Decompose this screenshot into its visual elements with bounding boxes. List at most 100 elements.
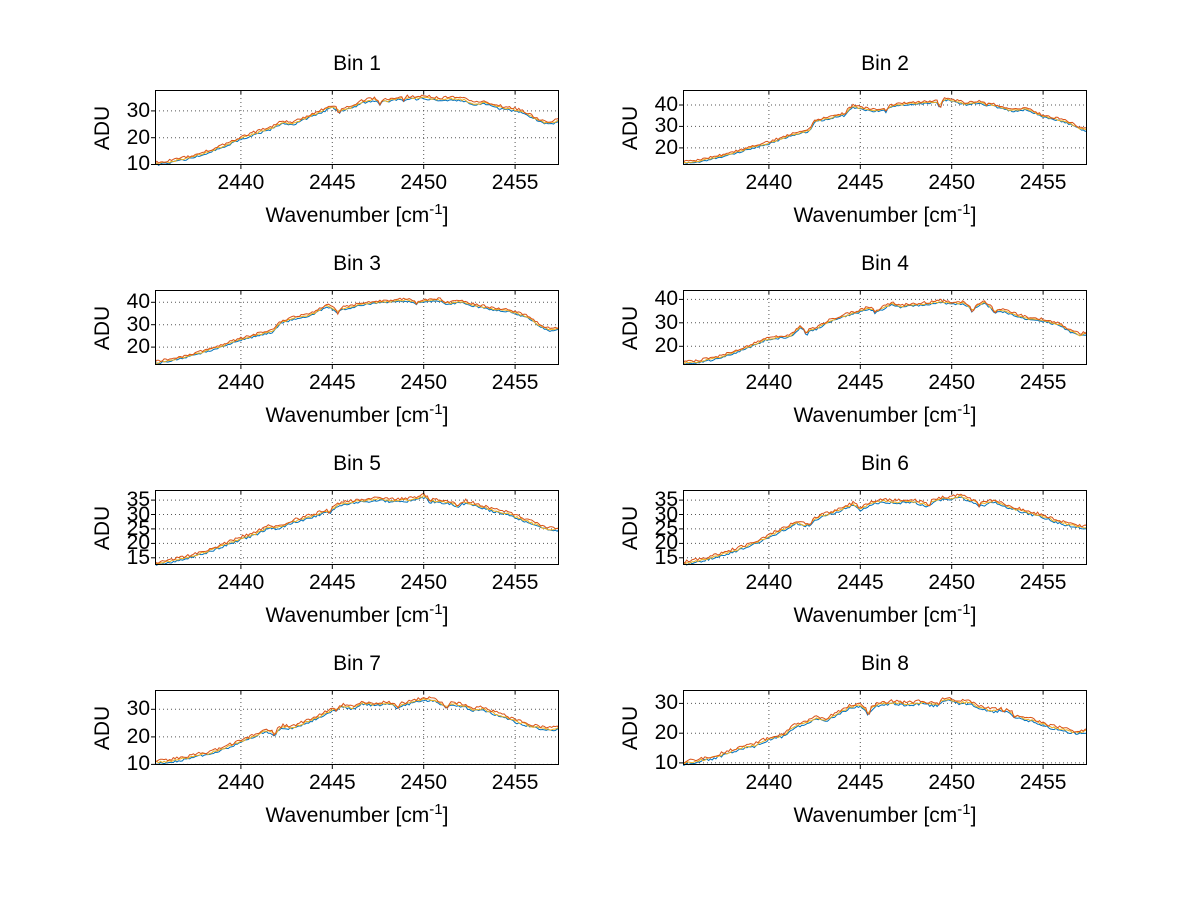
x-axis-label-text: Wavenumber [cm bbox=[793, 204, 958, 227]
subplot-title: Bin 1 bbox=[333, 52, 381, 75]
x-tick-label: 2445 bbox=[308, 571, 356, 594]
x-axis-label: Wavenumber [cm-1] bbox=[155, 601, 559, 631]
series-yellow bbox=[155, 698, 559, 764]
y-tick-label: 40 bbox=[654, 287, 678, 311]
y-axis-label: ADU bbox=[91, 305, 114, 350]
subplot-title: Bin 6 bbox=[861, 452, 909, 475]
plot-area bbox=[151, 690, 559, 769]
plot-area bbox=[679, 690, 1087, 769]
y-tick-label: 30 bbox=[654, 691, 678, 715]
series-yellow bbox=[683, 698, 1087, 765]
x-tick-label: 2450 bbox=[400, 771, 448, 794]
y-tick-label: 30 bbox=[654, 310, 678, 334]
y-tick-label: 20 bbox=[654, 135, 678, 159]
x-tick-label: 2450 bbox=[928, 371, 976, 394]
x-axis-label-suffix: ] bbox=[970, 804, 977, 827]
subplot-title: Bin 3 bbox=[333, 252, 381, 275]
series-orange bbox=[155, 297, 559, 363]
x-tick-label: 2450 bbox=[928, 171, 976, 194]
x-tick-label: 2455 bbox=[1019, 771, 1067, 794]
y-tick-label: 20 bbox=[654, 531, 678, 555]
y-tick-label: 25 bbox=[654, 516, 678, 540]
y-tick-label: 30 bbox=[654, 114, 678, 138]
x-axis-label-suffix: ] bbox=[970, 204, 977, 227]
series-orange bbox=[155, 94, 559, 164]
x-tick-label: 2445 bbox=[836, 771, 884, 794]
y-tick-label: 40 bbox=[654, 93, 678, 116]
x-axis-label-text: Wavenumber [cm bbox=[265, 804, 430, 827]
x-axis-label: Wavenumber [cm-1] bbox=[683, 401, 1087, 431]
y-tick-label: 30 bbox=[126, 697, 150, 721]
series-orange bbox=[683, 696, 1087, 763]
x-axis-label-text: Wavenumber [cm bbox=[265, 604, 430, 627]
y-axis-label: ADU bbox=[619, 305, 642, 350]
series-yellow bbox=[155, 96, 559, 166]
subplot-title: Bin 5 bbox=[333, 452, 381, 475]
series-orange bbox=[683, 97, 1087, 163]
y-tick-label: 10 bbox=[126, 152, 150, 176]
x-axis-label-text: Wavenumber [cm bbox=[265, 404, 430, 427]
x-tick-label: 2455 bbox=[1019, 171, 1067, 194]
x-axis-label-text: Wavenumber [cm bbox=[265, 204, 430, 227]
series-blue bbox=[155, 496, 559, 566]
x-axis-label-superscript: -1 bbox=[429, 201, 443, 218]
y-tick-label: 30 bbox=[654, 502, 678, 526]
y-tick-label: 40 bbox=[126, 290, 150, 314]
x-axis-label-superscript: -1 bbox=[957, 201, 971, 218]
series-yellow bbox=[155, 494, 559, 565]
y-axis-label: ADU bbox=[619, 105, 642, 150]
x-tick-label: 2450 bbox=[928, 771, 976, 794]
x-axis-label-suffix: ] bbox=[442, 404, 449, 427]
y-tick-label: 35 bbox=[126, 488, 150, 512]
x-axis-label: Wavenumber [cm-1] bbox=[683, 201, 1087, 231]
x-tick-label: 2450 bbox=[400, 571, 448, 594]
x-axis-label: Wavenumber [cm-1] bbox=[683, 801, 1087, 831]
axes-box bbox=[683, 90, 1087, 165]
x-tick-label: 2445 bbox=[836, 171, 884, 194]
x-axis-label: Wavenumber [cm-1] bbox=[155, 401, 559, 431]
y-tick-label: 20 bbox=[126, 125, 150, 149]
y-tick-label: 35 bbox=[654, 488, 678, 512]
series-yellow bbox=[683, 98, 1087, 164]
x-tick-label: 2440 bbox=[217, 371, 265, 394]
x-axis-label-suffix: ] bbox=[442, 604, 449, 627]
series-yellow bbox=[155, 298, 559, 364]
y-tick-label: 10 bbox=[126, 752, 150, 776]
plot-area bbox=[151, 490, 559, 569]
axes-box bbox=[155, 290, 559, 365]
x-tick-label: 2440 bbox=[745, 771, 793, 794]
y-tick-label: 20 bbox=[654, 721, 678, 745]
y-tick-label: 30 bbox=[126, 312, 150, 336]
y-tick-label: 30 bbox=[126, 98, 150, 122]
series-orange bbox=[155, 696, 559, 762]
x-tick-label: 2445 bbox=[308, 171, 356, 194]
y-tick-label: 20 bbox=[126, 724, 150, 748]
y-tick-label: 20 bbox=[126, 531, 150, 555]
series-blue bbox=[683, 699, 1087, 766]
y-tick-label: 10 bbox=[654, 750, 678, 774]
axes-box bbox=[683, 290, 1087, 365]
y-axis-label: ADU bbox=[91, 705, 114, 750]
x-tick-label: 2445 bbox=[836, 371, 884, 394]
x-axis-label-superscript: -1 bbox=[429, 801, 443, 818]
axes-box bbox=[155, 490, 559, 565]
series-blue bbox=[155, 300, 559, 365]
x-tick-label: 2455 bbox=[491, 171, 539, 194]
axes-box bbox=[155, 690, 559, 765]
y-tick-label: 30 bbox=[126, 502, 150, 526]
axes-box bbox=[683, 690, 1087, 765]
x-tick-label: 2440 bbox=[745, 371, 793, 394]
series-yellow bbox=[683, 494, 1087, 565]
x-axis-label-superscript: -1 bbox=[957, 801, 971, 818]
x-axis-label-superscript: -1 bbox=[429, 401, 443, 418]
series-yellow bbox=[683, 301, 1087, 364]
x-tick-label: 2445 bbox=[836, 571, 884, 594]
x-tick-label: 2455 bbox=[1019, 571, 1067, 594]
plot-area bbox=[679, 90, 1087, 169]
x-axis-label-text: Wavenumber [cm bbox=[793, 404, 958, 427]
x-tick-label: 2440 bbox=[745, 571, 793, 594]
x-tick-label: 2450 bbox=[400, 371, 448, 394]
subplot-title: Bin 7 bbox=[333, 652, 381, 675]
y-tick-label: 15 bbox=[654, 545, 678, 569]
y-axis-label: ADU bbox=[91, 105, 114, 150]
